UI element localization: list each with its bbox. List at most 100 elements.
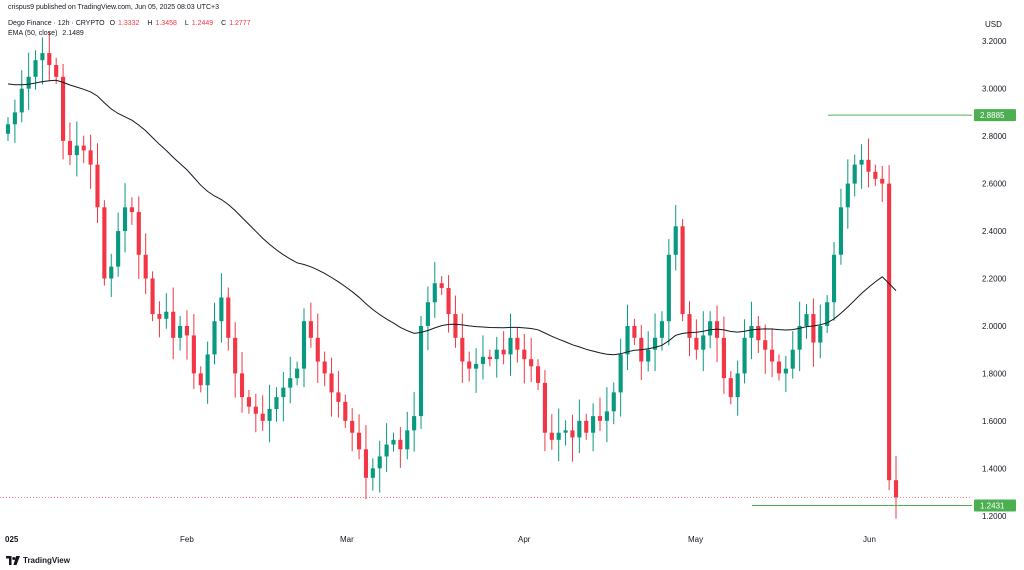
high-label: H (147, 20, 153, 27)
candle-64 (446, 275, 451, 333)
currency-label: USD (985, 20, 1002, 29)
candle-72 (501, 331, 506, 365)
candle-44 (308, 302, 313, 348)
candle-112 (776, 354, 782, 381)
candle-101 (701, 311, 706, 372)
time-tick-2: Mar (340, 535, 354, 544)
candle-118 (818, 304, 823, 359)
candle-42 (295, 361, 300, 386)
candle-48 (336, 371, 341, 418)
candle-11 (81, 135, 86, 164)
candle-86 (597, 397, 603, 431)
price-tick-6: 2.0000 (982, 322, 1007, 331)
candle-106 (735, 360, 740, 416)
candle-3 (26, 52, 31, 111)
candle-124 (859, 144, 864, 189)
candle-74 (515, 327, 520, 363)
candle-69 (480, 335, 486, 380)
high-number: 1.3458 (155, 20, 177, 27)
candle-56 (391, 432, 396, 452)
candle-89 (618, 338, 623, 417)
candle-17 (122, 183, 128, 253)
ema-legend[interactable]: EMA (50, close) 2.1489 (8, 29, 87, 38)
open-label: O (109, 20, 116, 27)
candle-96 (666, 239, 671, 346)
time-tick-3: Apr (518, 535, 531, 544)
candle-40 (281, 371, 286, 422)
candle-93 (646, 331, 651, 372)
symbol-name: Dego Finance · 12h · CRYPTO (8, 20, 105, 27)
candle-22 (157, 301, 162, 338)
brand-name: TradingView (23, 556, 70, 565)
candle-73 (508, 313, 513, 376)
candle-46 (322, 351, 327, 387)
price-tick-5: 2.2000 (982, 274, 1007, 283)
candle-43 (301, 308, 307, 388)
time-tick-4: May (688, 535, 703, 544)
price-tick-10: 1.2000 (982, 512, 1007, 521)
candle-98 (680, 219, 685, 322)
close-value: C 1.2777 (221, 20, 253, 27)
candle-84 (584, 413, 589, 440)
candle-34 (239, 352, 245, 413)
candle-122 (845, 159, 850, 229)
candle-32 (226, 287, 231, 351)
candle-39 (274, 387, 279, 422)
candle-19 (136, 196, 141, 279)
candlestick-series (5, 31, 899, 519)
candle-13 (95, 143, 100, 223)
candle-25 (178, 315, 183, 351)
candle-105 (728, 371, 733, 405)
candle-10 (74, 121, 79, 177)
candle-59 (412, 391, 417, 452)
candle-110 (763, 324, 768, 374)
candle-129 (893, 455, 899, 519)
candle-15 (109, 253, 114, 297)
price-tick-4: 2.4000 (982, 227, 1007, 236)
candle-109 (756, 315, 761, 353)
candle-100 (694, 319, 699, 360)
symbol-legend[interactable]: Dego Finance · 12h · CRYPTO O 1.3332 H 1.3… (8, 19, 257, 28)
candle-97 (673, 204, 678, 271)
price-tick-9: 1.4000 (982, 464, 1007, 473)
candle-95 (659, 311, 665, 351)
candle-55 (384, 423, 389, 473)
candle-8 (61, 63, 66, 160)
svg-text:2.8885: 2.8885 (980, 111, 1005, 120)
candle-90 (625, 304, 630, 371)
candle-29 (205, 341, 210, 404)
candle-81 (563, 420, 568, 446)
candle-52 (363, 425, 369, 500)
candle-121 (838, 188, 843, 265)
candle-79 (549, 414, 554, 450)
svg-text:1.2431: 1.2431 (980, 502, 1005, 511)
candle-38 (267, 384, 272, 443)
candle-54 (377, 440, 382, 493)
candle-7 (54, 57, 59, 84)
candle-115 (797, 301, 802, 372)
open-value: O 1.3332 (110, 20, 143, 27)
candle-127 (880, 166, 885, 203)
marker-label-1: 1.2431 (974, 499, 1016, 512)
candle-128 (887, 165, 892, 491)
time-tick-5: Jun (863, 535, 876, 544)
price-tick-0: 3.2000 (982, 37, 1007, 46)
candle-53 (370, 458, 375, 491)
tradingview-logo-icon (6, 556, 20, 565)
candle-30 (212, 302, 217, 365)
candle-70 (487, 349, 492, 367)
candle-14 (102, 200, 107, 286)
candle-116 (804, 304, 809, 339)
open-number: 1.3332 (118, 20, 140, 27)
ema-line (7, 79, 897, 356)
high-value: H 1.3458 (147, 20, 179, 27)
publisher-line: crispus9 published on TradingView.com, J… (8, 4, 219, 11)
candle-99 (687, 301, 692, 357)
candle-126 (873, 164, 878, 186)
low-value: L 1.2449 (185, 20, 216, 27)
ema-value: 2.1489 (62, 30, 84, 37)
price-tick-3: 2.6000 (982, 180, 1007, 189)
tradingview-brand[interactable]: TradingView (6, 556, 70, 565)
marker-label-0: 2.8885 (974, 109, 1016, 122)
